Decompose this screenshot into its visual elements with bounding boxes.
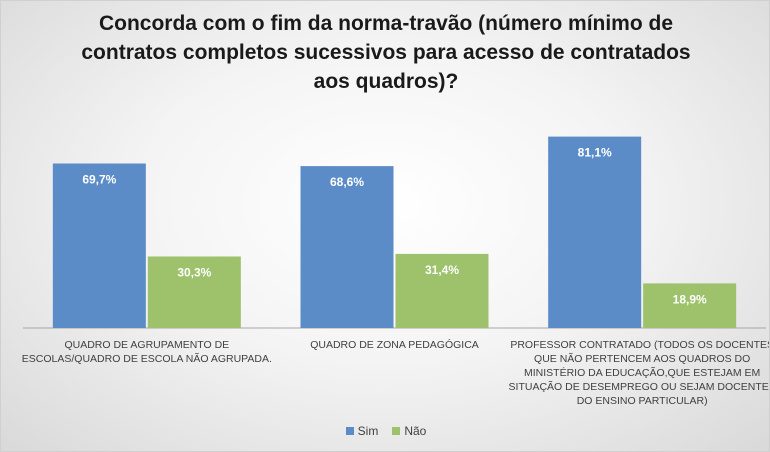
data-label: 69,7% [82, 173, 116, 187]
data-label: 81,1% [578, 146, 612, 160]
bar-no-3 [643, 283, 737, 328]
legend-item: Sim [345, 424, 379, 438]
legend-item: Não [392, 424, 426, 438]
legend: Sim Não [1, 424, 769, 438]
data-label: 68,6% [330, 175, 364, 189]
category-label: ESCOLAS/QUADRO DE ESCOLA NÃO AGRUPADA. [22, 352, 272, 365]
legend-label: Sim [357, 424, 379, 438]
data-label: 30,3% [177, 265, 211, 279]
bar-sim-1 [52, 163, 146, 328]
chart-title: Concorda com o fim da norma-travão (núme… [81, 12, 691, 93]
category-label: DO ENSINO PARTICULAR) [577, 395, 708, 407]
category-label: QUE NÃO PERTENCEM AOS QUADROS DO [534, 352, 750, 365]
legend-label: Não [404, 424, 427, 438]
category-label: QUADRO DE ZONA PEDAGÓGICA [310, 338, 479, 351]
category-label: SITUAÇÃO DE DESEMPREGO OU SEJAM DOCENTES [509, 380, 770, 393]
data-label: 18,9% [673, 292, 707, 306]
bar-no-2 [395, 253, 489, 328]
legend-swatch [392, 427, 401, 435]
legend-swatch [345, 427, 354, 435]
category-label: PROFESSOR CONTRATADO (TODOS OS DOCENTES [510, 339, 770, 351]
data-label: 31,4% [425, 263, 459, 277]
bar-sim-3 [548, 136, 642, 328]
category-label: QUADRO DE AGRUPAMENTO DE [64, 339, 229, 351]
bar-sim-2 [300, 166, 394, 328]
bar-no-1 [147, 256, 241, 328]
category-label: MINISTÉRIO DA EDUCAÇÃO,QUE ESTEJAM EM [524, 366, 760, 379]
